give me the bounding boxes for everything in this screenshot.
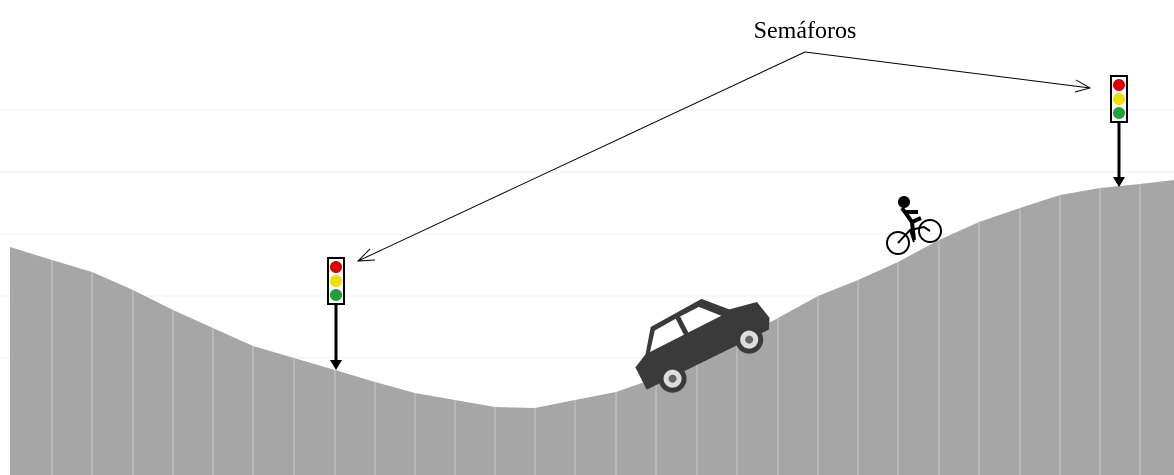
annotation-label: Semáforos: [754, 18, 857, 44]
traffic-light-right: [1111, 76, 1127, 187]
terrain: [10, 180, 1174, 475]
traffic-light-left: [328, 258, 344, 370]
diagram: Semáforos: [0, 0, 1174, 475]
